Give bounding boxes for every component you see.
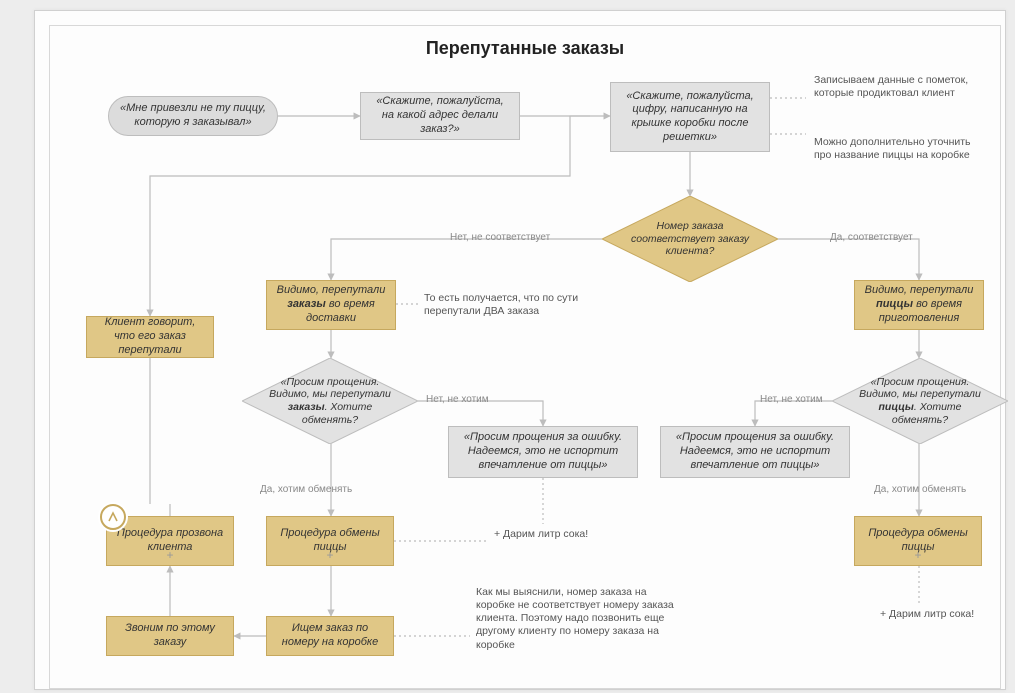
note-juice-left: + Дарим литр сока! [494, 528, 634, 541]
node-start: «Мне привезли не ту пиццу, которую я зак… [108, 96, 278, 136]
expand-icon[interactable]: + [914, 548, 921, 563]
expand-icon[interactable]: + [326, 548, 333, 563]
node-text: Видимо, перепутали заказы во время доста… [275, 284, 387, 325]
flowchart-canvas: Перепутанные заказы «Мне привезли не ту … [49, 25, 1001, 689]
label-no-want-right: Нет, не хотим [760, 394, 823, 405]
note-find: Как мы выяснили, номер заказа на коробке… [476, 586, 686, 652]
note-juice-right: + Дарим литр сока! [880, 608, 1000, 621]
node-client-says: Клиент говорит, что его заказ перепутали [86, 316, 214, 358]
decision-apology-pizzas: «Просим прощения. Видимо, мы перепутали … [832, 358, 1008, 444]
decision-order-match: Номер заказа соответствует заказу клиент… [602, 196, 778, 282]
label-yes-exchange-right: Да, хотим обменять [874, 484, 966, 495]
page-title: Перепутанные заказы [50, 38, 1000, 59]
node-find-by-box: Ищем заказ по номеру на коробке [266, 616, 394, 656]
decision-text: Номер заказа соответствует заказу клиент… [624, 220, 756, 258]
node-call-this-order: Звоним по этому заказу [106, 616, 234, 656]
node-mixed-delivery: Видимо, перепутали заказы во время доста… [266, 280, 396, 330]
note-record: Записываем данные с пометок, которые про… [814, 74, 974, 100]
node-mixed-cooking: Видимо, перепутали пиццы во время пригот… [854, 280, 984, 330]
label-yes-exchange-left: Да, хотим обменять [260, 484, 352, 495]
note-clarify: Можно дополнительно уточнить про названи… [814, 136, 984, 162]
node-sorry-right: «Просим прощения за ошибку. Надеемся, эт… [660, 426, 850, 478]
node-text: Видимо, перепутали пиццы во время пригот… [863, 284, 975, 325]
node-exchange-left: Процедура обмены пиццы + [266, 516, 394, 566]
label-no-match: Нет, не соответствует [450, 232, 550, 243]
subprocess-link-icon[interactable] [100, 504, 126, 530]
page: Перепутанные заказы «Мне привезли не ту … [0, 0, 1015, 693]
note-two-orders: То есть получается, что по сути перепута… [424, 292, 594, 318]
node-ask-digit: «Скажите, пожалуйста, цифру, написанную … [610, 82, 770, 152]
node-ask-address: «Скажите, пожалуйста, на какой адрес дел… [360, 92, 520, 140]
decision-text: «Просим прощения. Видимо, мы перепутали … [854, 376, 986, 426]
node-exchange-right: Процедура обмены пиццы + [854, 516, 982, 566]
decision-text: «Просим прощения. Видимо, мы перепутали … [264, 376, 396, 426]
decision-apology-orders: «Просим прощения. Видимо, мы перепутали … [242, 358, 418, 444]
sheet: Перепутанные заказы «Мне привезли не ту … [34, 10, 1006, 690]
label-no-want-left: Нет, не хотим [426, 394, 489, 405]
node-call-procedure: Процедура прозвона клиента + [106, 516, 234, 566]
expand-icon[interactable]: + [166, 548, 173, 563]
node-sorry-left: «Просим прощения за ошибку. Надеемся, эт… [448, 426, 638, 478]
label-yes-match: Да, соответствует [830, 232, 913, 243]
